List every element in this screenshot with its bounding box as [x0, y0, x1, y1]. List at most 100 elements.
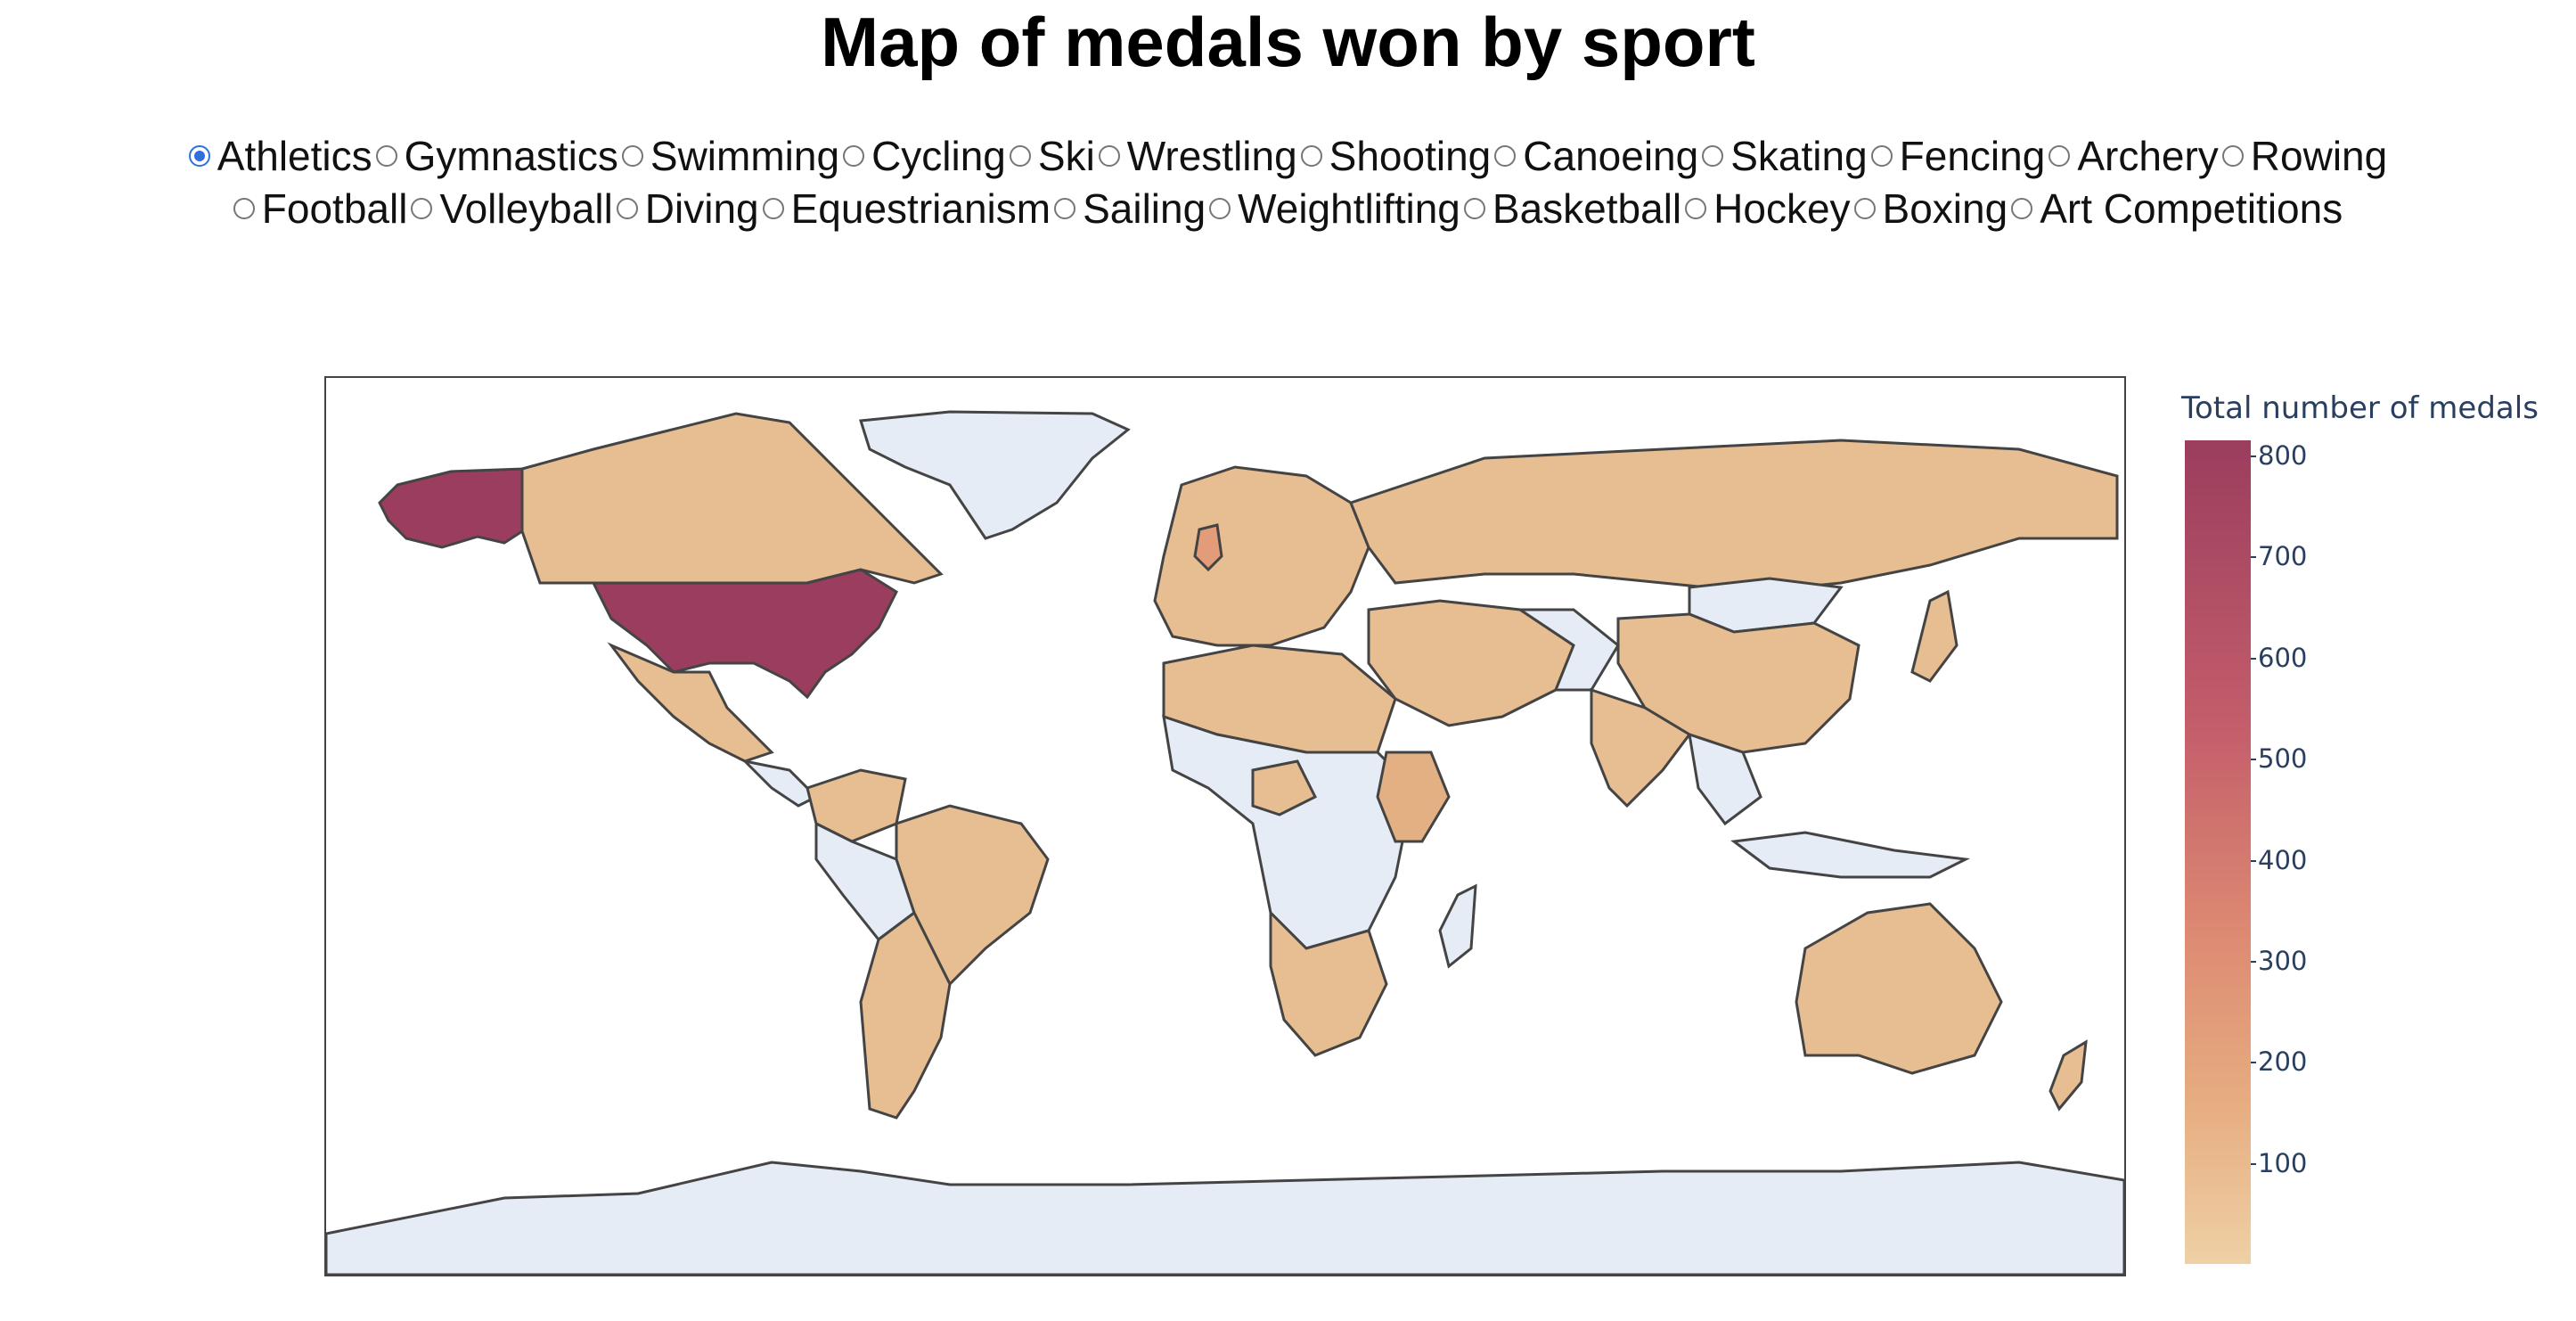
- sport-option-art-competitions[interactable]: Art Competitions: [2011, 185, 2343, 233]
- sport-label: Sailing: [1083, 185, 1206, 232]
- country-canada[interactable]: [520, 412, 944, 585]
- sport-option-cycling[interactable]: Cycling: [843, 132, 1006, 180]
- map-svg: [326, 378, 2124, 1275]
- country-madagascar[interactable]: [1438, 883, 1477, 969]
- country-nigeria[interactable]: [1251, 759, 1318, 816]
- country-india[interactable]: [1590, 687, 1692, 808]
- country-russia[interactable]: [1349, 439, 2119, 594]
- sport-label: Archery: [2077, 133, 2219, 179]
- region-southeast-asia[interactable]: [1688, 732, 1762, 826]
- radio-button[interactable]: [1853, 198, 1876, 219]
- sport-option-fencing[interactable]: Fencing: [1870, 132, 2046, 180]
- colorbar-tick-label: 500: [2250, 743, 2308, 775]
- sport-option-canoeing[interactable]: Canoeing: [1494, 132, 1698, 180]
- world-choropleth-map[interactable]: [324, 376, 2126, 1276]
- region-antarctica[interactable]: [326, 1161, 2124, 1275]
- sport-label: Skating: [1730, 133, 1868, 179]
- sport-option-gymnastics[interactable]: Gymnastics: [375, 132, 618, 180]
- region-europe[interactable]: [1153, 465, 1370, 647]
- sport-option-boxing[interactable]: Boxing: [1853, 185, 2008, 233]
- radio-button[interactable]: [621, 145, 643, 167]
- radio-button[interactable]: [2011, 198, 2033, 219]
- country-mexico[interactable]: [607, 642, 774, 763]
- sport-option-diving[interactable]: Diving: [616, 185, 759, 233]
- sport-label: Volleyball: [439, 185, 613, 232]
- sport-option-athletics[interactable]: Athletics: [188, 132, 372, 180]
- sport-label: Wrestling: [1126, 133, 1297, 179]
- sport-option-football[interactable]: Football: [233, 185, 408, 233]
- sport-label: Football: [261, 185, 408, 232]
- sport-radio-group-row1: Athletics Gymnastics Swimming Cycling Ski Wre…: [0, 128, 2576, 182]
- country-usa[interactable]: [591, 568, 898, 700]
- colorbar-tick-label: 300: [2250, 945, 2308, 976]
- sport-label: Boxing: [1882, 185, 2008, 232]
- sport-label: Diving: [644, 185, 759, 232]
- sport-option-skating[interactable]: Skating: [1702, 132, 1868, 180]
- country-greenland[interactable]: [859, 410, 1131, 540]
- region-indonesia[interactable]: [1730, 831, 1971, 879]
- colorbar-tick-label: 200: [2250, 1046, 2308, 1078]
- radio-button[interactable]: [2221, 145, 2244, 167]
- radio-button[interactable]: [1685, 198, 1707, 219]
- country-japan[interactable]: [1910, 589, 1959, 683]
- country-china[interactable]: [1616, 612, 1860, 754]
- colorbar-tick-label: 600: [2250, 642, 2308, 673]
- sport-option-rowing[interactable]: Rowing: [2221, 132, 2388, 180]
- colorbar-gradient: [2185, 440, 2251, 1264]
- sport-label: Equestrianism: [790, 185, 1051, 232]
- radio-button[interactable]: [188, 145, 210, 167]
- country-new-zealand[interactable]: [2049, 1039, 2088, 1112]
- region-southern-africa[interactable]: [1269, 909, 1388, 1057]
- sport-option-hockey[interactable]: Hockey: [1685, 185, 1851, 233]
- radio-button[interactable]: [1098, 145, 1120, 167]
- radio-button[interactable]: [1463, 198, 1485, 219]
- sport-label: Canoeing: [1523, 133, 1699, 179]
- region-middle-east[interactable]: [1367, 599, 1575, 727]
- country-argentina-chile[interactable]: [859, 910, 952, 1120]
- sport-option-archery[interactable]: Archery: [2049, 132, 2219, 180]
- radio-button[interactable]: [233, 198, 255, 219]
- country-australia[interactable]: [1795, 902, 2003, 1075]
- sport-option-shooting[interactable]: Shooting: [1300, 132, 1491, 180]
- radio-button[interactable]: [762, 198, 784, 219]
- radio-button[interactable]: [1009, 145, 1031, 167]
- radio-button[interactable]: [1054, 198, 1076, 219]
- radio-button[interactable]: [843, 145, 865, 167]
- radio-button[interactable]: [1494, 145, 1517, 167]
- sport-label: Basketball: [1492, 185, 1682, 232]
- page-title: Map of medals won by sport: [821, 3, 1755, 81]
- radio-button[interactable]: [1209, 198, 1231, 219]
- sport-option-volleyball[interactable]: Volleyball: [411, 185, 613, 233]
- radio-button[interactable]: [616, 198, 638, 219]
- sport-option-ski[interactable]: Ski: [1009, 132, 1095, 180]
- country-ethiopia-kenya[interactable]: [1376, 751, 1451, 843]
- sport-option-weightlifting[interactable]: Weightlifting: [1209, 185, 1460, 233]
- sport-label: Hockey: [1713, 185, 1851, 232]
- country-usa-alaska[interactable]: [378, 467, 524, 549]
- country-central-america[interactable]: [740, 759, 819, 808]
- colorbar-tick-label: 800: [2250, 440, 2308, 471]
- radio-button[interactable]: [1702, 145, 1724, 167]
- country-uk[interactable]: [1193, 523, 1223, 572]
- colorbar-tick-label: 700: [2250, 541, 2308, 572]
- sport-option-swimming[interactable]: Swimming: [621, 132, 839, 180]
- sport-label: Weightlifting: [1238, 185, 1460, 232]
- sport-label: Fencing: [1899, 133, 2046, 179]
- colorbar-tick-label: 100: [2250, 1147, 2308, 1178]
- sport-label: Art Competitions: [2040, 185, 2343, 232]
- sport-radio-group-row2: Football Volleyball Diving Equestrianism Sai…: [0, 181, 2576, 234]
- radio-button[interactable]: [411, 198, 433, 219]
- radio-button[interactable]: [1300, 145, 1322, 167]
- sport-option-equestrianism[interactable]: Equestrianism: [762, 185, 1051, 233]
- country-brazil[interactable]: [895, 804, 1050, 987]
- sport-label: Athletics: [217, 133, 372, 179]
- radio-button[interactable]: [375, 145, 397, 167]
- sport-label: Gymnastics: [404, 133, 618, 179]
- sport-label: Rowing: [2250, 133, 2388, 179]
- sport-option-basketball[interactable]: Basketball: [1463, 185, 1682, 233]
- colorbar-tick-label: 400: [2250, 844, 2308, 875]
- sport-option-wrestling[interactable]: Wrestling: [1098, 132, 1297, 180]
- sport-option-sailing[interactable]: Sailing: [1054, 185, 1206, 233]
- radio-button[interactable]: [2049, 145, 2071, 167]
- radio-button[interactable]: [1870, 145, 1893, 167]
